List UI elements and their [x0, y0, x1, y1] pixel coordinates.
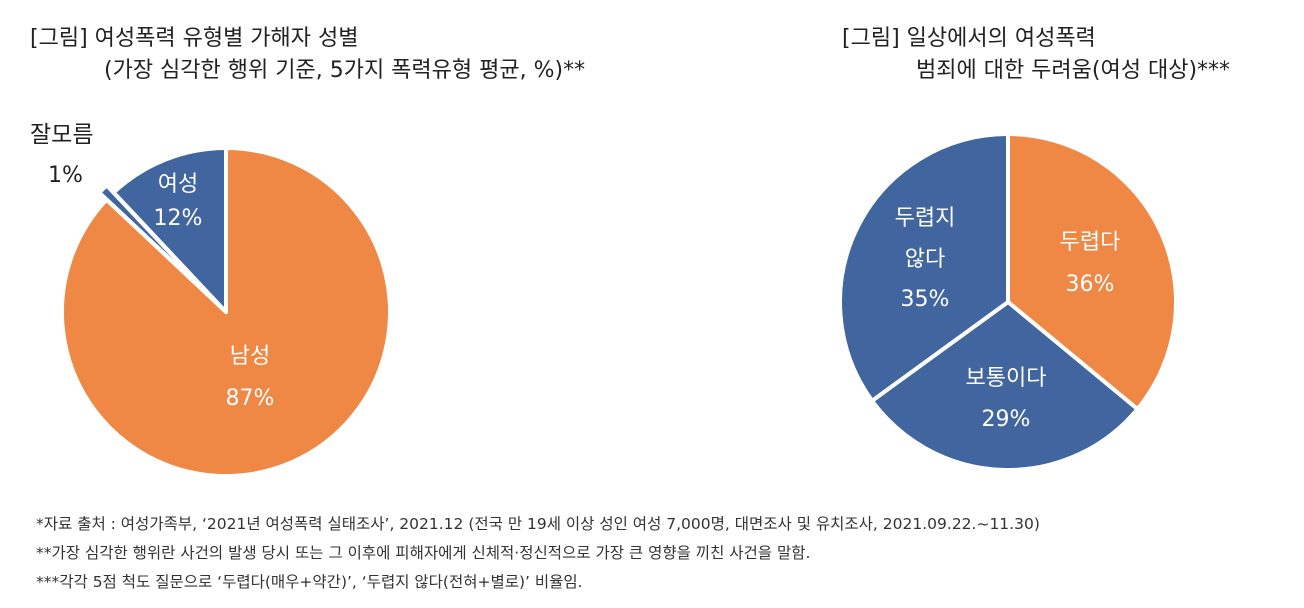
label-male: 남성 [230, 344, 270, 369]
value-not-afraid: 35% [901, 287, 950, 312]
slice-neutral [870, 300, 1140, 473]
slice-not-afraid [838, 132, 1010, 403]
footnote-scale: ***각각 5점 척도 질문으로 ‘두렵다(매우+약간)’, ‘두렵지 않다(전… [36, 573, 583, 591]
right-chart-title: [그림] 일상에서의 여성폭력 [842, 26, 1096, 51]
left-chart-title: [그림] 여성폭력 유형별 가해자 성별 [30, 26, 359, 51]
value-neutral: 29% [982, 407, 1031, 432]
label-not-afraid-line2: 않다 [905, 247, 945, 272]
footnotes: *자료 출처 : 여성가족부, ‘2021년 여성폭력 실태조사’, 2021.… [36, 510, 1040, 597]
label-unknown: 잘모름 [30, 122, 93, 148]
value-afraid: 36% [1066, 272, 1115, 297]
label-female: 여성 [158, 172, 198, 197]
slice-female [111, 146, 228, 314]
label-afraid: 두렵다 [1060, 230, 1121, 255]
value-unknown: 1% [48, 163, 83, 188]
left-chart-subtitle: (가장 심각한 행위 기준, 5가지 폭력유형 평균, %)** [104, 58, 586, 83]
value-male: 87% [226, 386, 275, 411]
slice-afraid [1006, 132, 1179, 412]
footnote-source: *자료 출처 : 여성가족부, ‘2021년 여성폭력 실태조사’, 2021.… [36, 515, 1040, 533]
footnote-definition: **가장 심각한 행위란 사건의 발생 당시 또는 그 이후에 피해자에게 신체… [36, 544, 811, 562]
label-not-afraid-line1: 두렵지 [895, 206, 956, 231]
label-neutral: 보통이다 [966, 366, 1047, 391]
value-female: 12% [154, 206, 203, 231]
right-chart-subtitle: 범죄에 대한 두려움(여성 대상)*** [916, 58, 1231, 83]
